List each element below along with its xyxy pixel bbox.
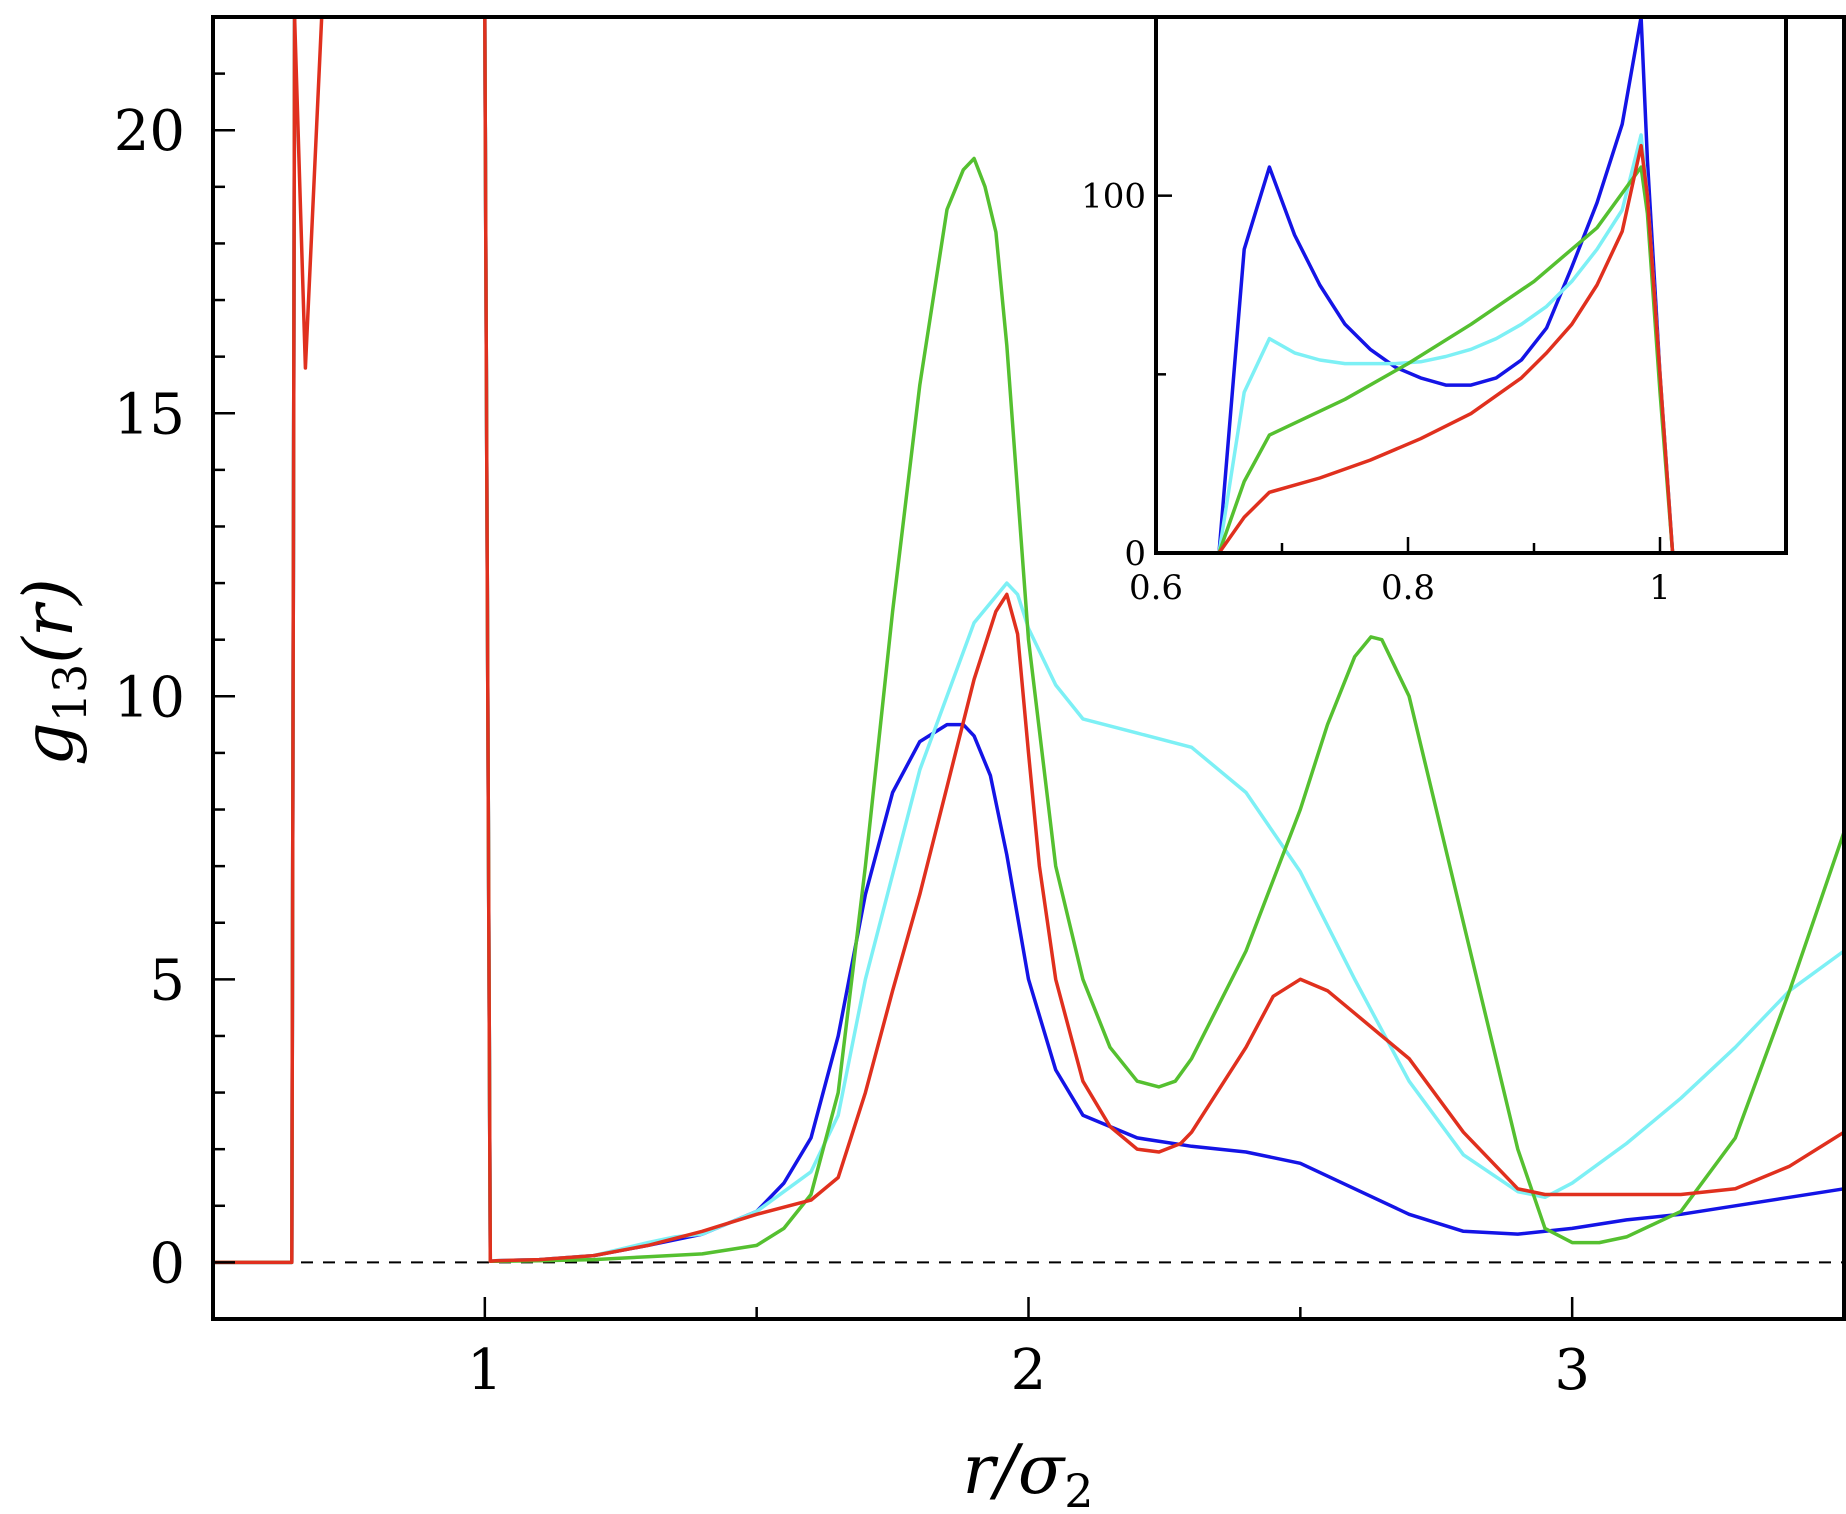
inset-x-tick-label: 0.8 <box>1381 568 1435 608</box>
main-x-tick-label: 2 <box>1011 1338 1047 1403</box>
inset-y-tick-label: 0 <box>1124 534 1146 574</box>
x-axis-title-main: r/σ <box>962 1431 1065 1510</box>
y-axis-title-g: g <box>10 722 89 766</box>
main-y-tick-label: 20 <box>114 99 185 164</box>
inset-axis-ticks: 0.6 0.8 1 0 100 <box>1081 177 1671 608</box>
inset-x-tick-label: 0.6 <box>1129 568 1183 608</box>
y-axis-title-sub: 13 <box>43 664 97 723</box>
y-axis-title-rest: (r) <box>10 578 89 664</box>
main-series-green-line <box>213 17 1846 1265</box>
x-axis-title: r/σ2 <box>962 1431 1093 1514</box>
main-y-tick-label: 0 <box>149 1231 185 1296</box>
inset-y-tick-label: 100 <box>1081 177 1146 217</box>
inset-series-group <box>1156 17 1786 553</box>
inset-series-red-line <box>1156 143 1786 553</box>
main-x-tick-label: 1 <box>467 1338 503 1403</box>
main-plot-frame <box>211 15 1846 1321</box>
inset-x-tick-label: 1 <box>1649 568 1671 608</box>
y-axis-title: g13(r) <box>10 578 97 766</box>
main-y-tick-label: 10 <box>114 665 185 730</box>
main-y-tick-label: 15 <box>114 382 185 447</box>
inset-series-blue-line <box>1156 17 1786 553</box>
main-series-red-line <box>213 17 1845 1265</box>
main-series-group <box>213 17 1846 1265</box>
main-x-tick-label: 3 <box>1554 1338 1590 1403</box>
inset-plot-area: 0.6 0.8 1 0 100 <box>1081 15 1788 608</box>
x-axis-title-sub: 2 <box>1064 1464 1093 1514</box>
inset-background <box>1156 17 1786 553</box>
main-y-tick-label: 5 <box>149 948 185 1013</box>
inset-plot-frame <box>1154 15 1788 555</box>
